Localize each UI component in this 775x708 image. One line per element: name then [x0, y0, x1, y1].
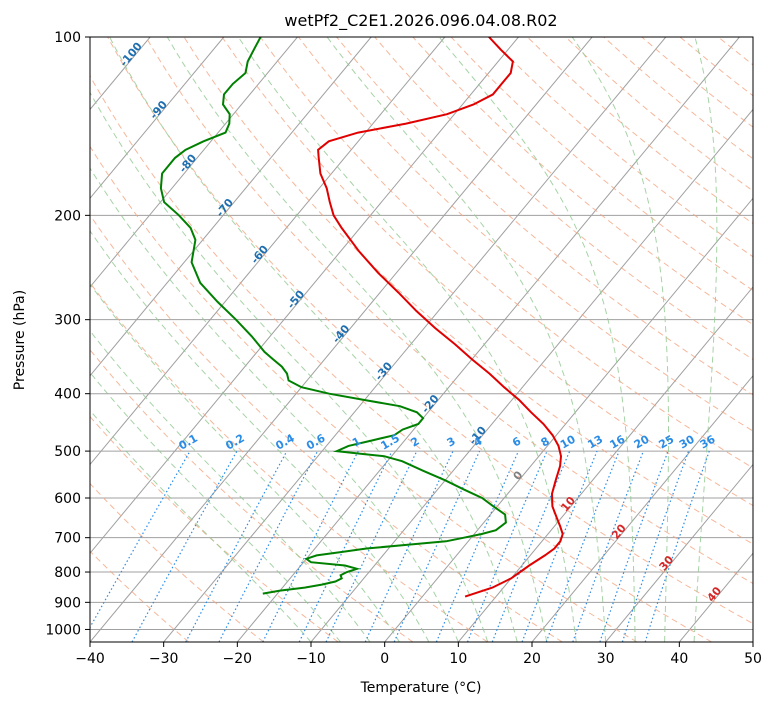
- isotherm-line: [752, 641, 753, 642]
- x-tick-label: 40: [670, 651, 688, 667]
- mixing-ratio-line: [185, 450, 288, 642]
- moist-adiabat-line: [326, 37, 607, 642]
- chart-title: wetPf2_C2E1.2026.096.04.08.R02: [284, 11, 557, 31]
- isotherm-line: [90, 37, 372, 377]
- y-tick-label: 400: [54, 387, 81, 403]
- temperature-profile-line: [317, 37, 564, 598]
- mixing-ratio-line: [572, 450, 644, 642]
- mixing-ratio-line: [599, 450, 669, 642]
- isotherm-line: [90, 37, 446, 466]
- x-axis: −40 −30 −20 −10 0 10 20 30 40 50: [75, 642, 762, 667]
- y-tick-label: 900: [54, 595, 81, 611]
- dry-adiabat-line: [90, 482, 264, 642]
- moist-adiabat-line: [237, 37, 577, 642]
- isotherm-line: [384, 197, 753, 642]
- mixing-ratio-line: [466, 450, 548, 642]
- x-tick-label: 30: [597, 651, 615, 667]
- moist-adiabat-line: [90, 283, 400, 642]
- y-tick-label: 800: [54, 565, 81, 581]
- dry-adiabat-line: [90, 550, 190, 642]
- plot-frame: [89, 36, 754, 643]
- moist-adiabat-line: [90, 167, 459, 642]
- x-tick-label: −10: [296, 651, 326, 667]
- mixing-ratio-line: [393, 450, 481, 642]
- dry-adiabat-line: [412, 37, 753, 326]
- mixing-ratio-line: [491, 450, 571, 642]
- x-tick-label: 10: [449, 651, 467, 667]
- dry-adiabat-line: [90, 74, 712, 642]
- reference-curve-line: [0, 37, 60, 642]
- moist-adiabat-line: [90, 229, 430, 642]
- isotherm-line: [605, 463, 753, 642]
- x-tick-label: 20: [523, 651, 541, 667]
- mixing-ratio-line: [131, 450, 238, 642]
- moist-adiabat-line: [90, 91, 489, 642]
- moist-adiabat-line: [571, 37, 669, 642]
- isotherm-line: [90, 37, 225, 200]
- isotherm-line: [531, 374, 753, 642]
- y-tick-label: 100: [54, 30, 81, 46]
- isotherm-line: [90, 37, 593, 642]
- mixing-ratio-line: [521, 450, 598, 642]
- dewpoint-profile-line: [159, 37, 507, 595]
- mixing-ratio-line: [621, 450, 690, 642]
- mixing-ratio-line: [545, 450, 620, 642]
- x-tick-label: 50: [744, 651, 762, 667]
- dry-adiabat-line: [374, 37, 753, 361]
- moist-adiabat-line: [90, 329, 371, 642]
- x-tick-label: −30: [149, 651, 179, 667]
- moist-adiabat-line: [693, 37, 718, 642]
- x-tick-label: −40: [75, 651, 105, 667]
- isotherm-line: [163, 37, 667, 642]
- x-tick-label: 0: [380, 651, 389, 667]
- isotherm-line: [0, 37, 3, 642]
- y-tick-label: 200: [54, 208, 81, 224]
- y-axis-label: Pressure (hPa): [12, 290, 28, 390]
- mixing-ratio-line: [435, 450, 519, 642]
- y-axis: 100 200 300 400 500 600 700 800 900 1000: [45, 30, 90, 638]
- mixing-ratio-line: [644, 450, 710, 642]
- mixing-ratio-line: [90, 450, 191, 629]
- plot-background: [90, 37, 753, 642]
- isotherm-line: [90, 37, 519, 555]
- y-tick-label: 1000: [45, 622, 81, 638]
- dry-adiabat-line: [90, 145, 638, 642]
- isotherm-line: [457, 286, 753, 642]
- y-tick-label: 700: [54, 531, 81, 547]
- dry-adiabat-line: [336, 37, 753, 396]
- mixing-ratio-line: [262, 450, 359, 642]
- moist-adiabat-line: [109, 37, 518, 642]
- x-tick-label: −20: [223, 651, 253, 667]
- y-tick-label: 300: [54, 313, 81, 329]
- y-tick-label: 500: [54, 444, 81, 460]
- isotherm-line: [236, 37, 740, 642]
- moist-adiabat-line: [90, 371, 341, 642]
- plot-area: [0, 37, 775, 642]
- x-axis-label: Temperature (°C): [360, 680, 482, 696]
- dry-adiabat-line: [90, 281, 488, 642]
- y-tick-label: 600: [54, 491, 81, 507]
- dry-adiabat-line: [756, 37, 775, 642]
- moist-adiabat-line: [438, 37, 636, 642]
- dry-adiabat-line: [90, 348, 414, 642]
